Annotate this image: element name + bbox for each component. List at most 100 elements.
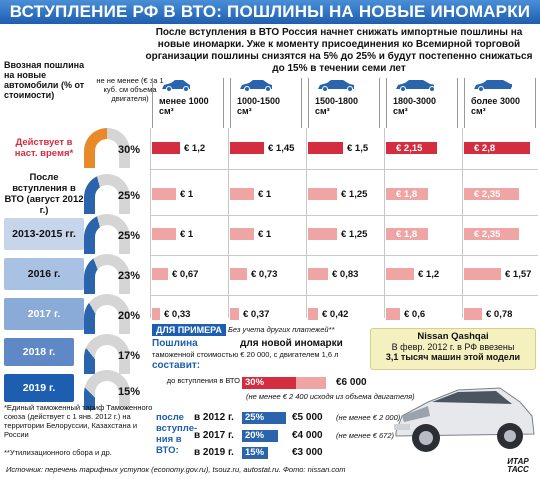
column-separator xyxy=(306,128,307,318)
duty-cell: € 1 xyxy=(230,226,302,242)
duty-value: € 1,45 xyxy=(268,142,295,154)
duty-cell: € 0,83 xyxy=(308,266,380,282)
duty-value: € 1,57 xyxy=(505,268,532,280)
duty-bar xyxy=(464,228,519,240)
duty-bar xyxy=(308,142,343,154)
car-icon xyxy=(238,78,272,92)
duty-value: € 0,37 xyxy=(243,308,270,320)
duty-cell: € 0,67 xyxy=(152,266,224,282)
column-header: более 3000 см³ xyxy=(464,78,536,128)
source-note: Источник: перечень тарифных уступок (eco… xyxy=(6,465,346,474)
duty-value: € 0,83 xyxy=(332,268,359,280)
duty-value: € 0,42 xyxy=(322,308,349,320)
after-value: €4 000 xyxy=(292,430,323,441)
before-wto-bar: 30% xyxy=(242,377,296,389)
page-title: ВСТУПЛЕНИЕ РФ В ВТО: ПОШЛИНЫ НА НОВЫЕ ИН… xyxy=(0,0,540,24)
after-note: (не менее € 2 000) xyxy=(336,413,401,422)
rate-gauge xyxy=(84,174,130,214)
rate-gauge xyxy=(84,128,130,168)
duty-bar xyxy=(230,268,247,280)
duty-bar xyxy=(464,268,501,280)
row-label: 2013-2015 гг. xyxy=(4,218,84,250)
example-header: ДЛЯ ПРИМЕРА xyxy=(152,324,226,336)
duty-value: € 1,25 xyxy=(341,228,368,240)
duty-value: € 1 xyxy=(180,228,194,240)
duty-bar xyxy=(230,228,254,240)
rate-percent: 20% xyxy=(117,310,140,322)
duty-bar xyxy=(230,308,239,320)
example-header-note: Без учета других платежей** xyxy=(228,325,335,334)
rate-header: Ввозная пошлина на новые автомобили (% о… xyxy=(4,60,85,100)
footnote-fees: **Утилизационного сбора и др. xyxy=(4,448,112,457)
duty-bar xyxy=(464,308,482,320)
duty-bar xyxy=(152,228,176,240)
after-bar: 25% xyxy=(242,412,286,424)
after-year: в 2019 г. xyxy=(194,447,234,458)
after-value: €5 000 xyxy=(292,412,323,423)
duty-cell: € 1,45 xyxy=(230,140,302,156)
after-value: €3 000 xyxy=(292,447,323,458)
row-label: 2016 г. xyxy=(4,258,84,290)
row-gridline xyxy=(150,169,538,170)
duty-value: € 0,73 xyxy=(251,268,278,280)
duty-value: € 1 xyxy=(258,228,272,240)
after-note: (не менее € 672) xyxy=(336,431,395,440)
before-wto-note: (не менее € 2 400 исходя из объема двига… xyxy=(246,392,415,401)
duty-cell: € 0,33 xyxy=(152,306,224,322)
nissan-box: Nissan Qashqai В февр. 2012 г. в РФ ввез… xyxy=(370,328,536,370)
duty-value: € 2,35 xyxy=(474,228,501,240)
after-year: в 2012 г. xyxy=(194,412,234,423)
duty-bar xyxy=(230,188,254,200)
duty-bar xyxy=(152,142,180,154)
duty-cell: € 1,57 xyxy=(464,266,536,282)
car-icon xyxy=(472,78,512,92)
rate-percent: 25% xyxy=(117,230,140,242)
row-label: Действует в наст. время* xyxy=(4,132,84,164)
duty-bar xyxy=(152,268,168,280)
row-gridline xyxy=(150,215,538,216)
duty-value: € 2,15 xyxy=(396,142,423,154)
after-year: в 2017 г. xyxy=(194,430,234,441)
car-icon xyxy=(160,78,194,92)
column-header: 1500-1800 см³ xyxy=(308,78,380,128)
row-label: После вступления в ВТО (август 2012 г.) xyxy=(4,172,84,216)
car-photo-icon xyxy=(394,387,535,452)
row-label: 2019 г. xyxy=(4,374,74,402)
duty-cell: € 1,25 xyxy=(308,226,380,242)
row-gridline xyxy=(150,255,538,256)
duty-bar xyxy=(308,188,337,200)
duty-value: € 2,8 xyxy=(474,142,496,154)
duty-cell: € 0,78 xyxy=(464,306,536,322)
duty-value: € 1,8 xyxy=(396,228,418,240)
intro-text: После вступления в ВТО Россия начнет сни… xyxy=(145,27,533,74)
row-label: 2017 г. xyxy=(4,298,84,330)
column-header: 1000-1500 см³ xyxy=(230,78,302,128)
duty-bar xyxy=(152,308,160,320)
example-sost: составит: xyxy=(152,360,201,371)
after-wto-label: после вступле-ния в ВТО: xyxy=(156,412,198,456)
nissan-name: Nissan Qashqai xyxy=(417,331,489,342)
duty-value: € 1,25 xyxy=(341,188,368,200)
itar-tass-logo: ИТАР ТАСС xyxy=(507,457,529,474)
example-title-a: Пошлина xyxy=(152,338,198,349)
duty-value: € 0,78 xyxy=(486,308,513,320)
duty-cell: € 1,25 xyxy=(308,186,380,202)
column-separator xyxy=(150,128,151,318)
column-header: менее 1000 см³ xyxy=(152,78,224,128)
duty-cell: € 2,35 xyxy=(464,226,536,242)
duty-cell: € 0,6 xyxy=(386,306,458,322)
rate-percent: 17% xyxy=(117,350,140,362)
example-subtitle: таможенной стоимостью € 20 000, с двигат… xyxy=(152,350,339,359)
rate-percent: 30% xyxy=(117,144,140,156)
column-separator xyxy=(384,128,385,318)
duty-bar xyxy=(464,142,530,154)
duty-value: € 1 xyxy=(180,188,194,200)
duty-cell: € 1 xyxy=(230,186,302,202)
duty-bar xyxy=(308,228,337,240)
duty-cell: € 2,35 xyxy=(464,186,536,202)
duty-bar xyxy=(464,188,519,200)
rate-gauge xyxy=(84,254,130,294)
duty-cell: € 1,8 xyxy=(386,226,458,242)
duty-cell: € 1 xyxy=(152,226,224,242)
